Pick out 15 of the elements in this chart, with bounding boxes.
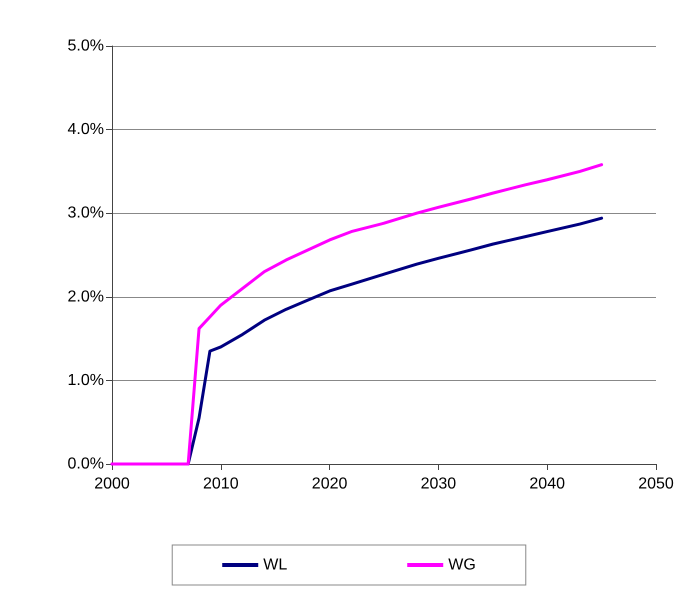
x-tick-label: 2000: [94, 476, 130, 492]
y-tick-label: 1.0%: [68, 372, 104, 389]
y-tick-label: 2.0%: [68, 288, 104, 306]
x-tick-label: 2020: [312, 476, 348, 492]
legend-label: WG: [448, 556, 476, 574]
x-tick-label: 2050: [638, 476, 674, 492]
x-tick-label: 2040: [529, 476, 566, 492]
y-tick-label: 3.0%: [68, 204, 104, 222]
y-tick-label: 5.0%: [68, 38, 104, 54]
x-tick-label: 2010: [203, 476, 239, 492]
y-tick-label: 4.0%: [68, 121, 104, 138]
y-tick-label: 0.0%: [68, 456, 104, 472]
x-tick-label: 2030: [420, 476, 456, 492]
legend-label: WL: [263, 556, 288, 574]
line-series: [110, 163, 604, 466]
